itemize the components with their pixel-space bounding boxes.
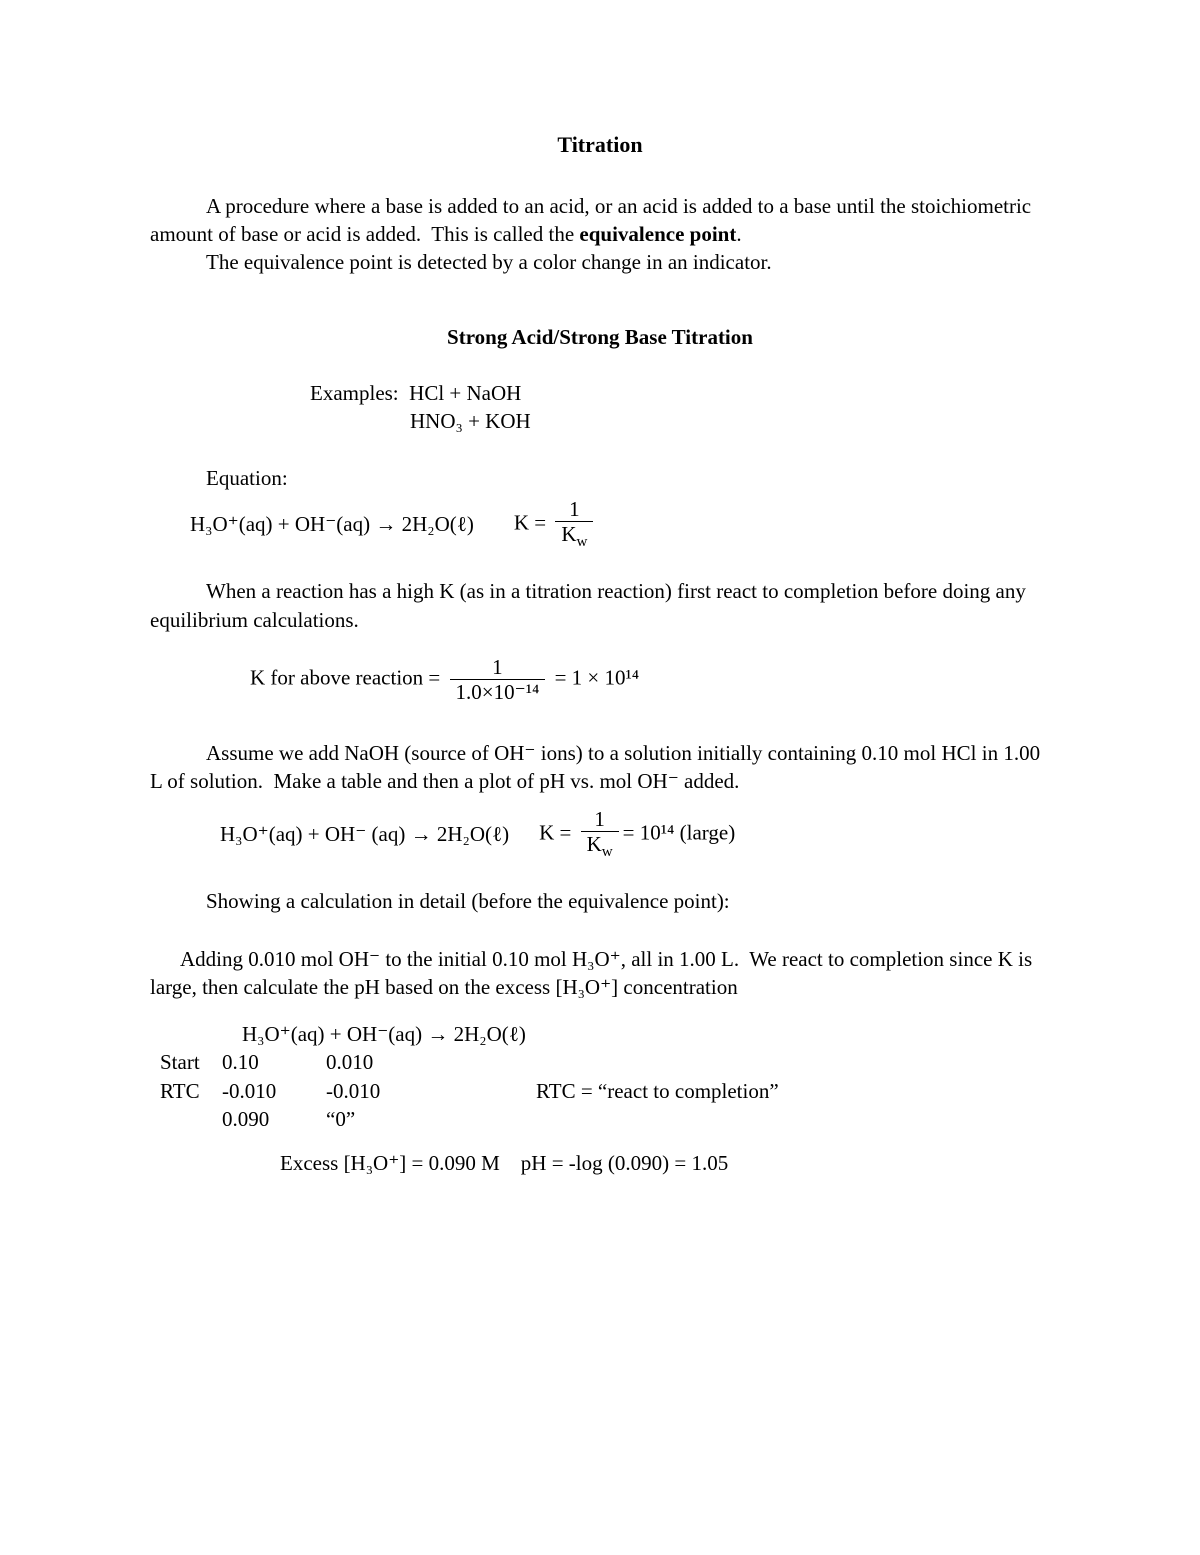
- high-k-paragraph: When a reaction has a high K (as in a ti…: [150, 577, 1050, 634]
- k-calc-line: K for above reaction = 1 1.0×10⁻¹⁴ = 1 ×…: [250, 656, 1050, 703]
- rtc-end-h3o: 0.090: [222, 1105, 326, 1133]
- frac3-den: Kw: [581, 831, 619, 861]
- rtc-change-row: RTC -0.010 -0.010 RTC = “react to comple…: [160, 1077, 1050, 1105]
- equation-1-lhs: H₃O⁺(aq) + OH⁻(aq) → 2H₂O(ℓ): [190, 510, 474, 538]
- frac2-num: 1: [486, 656, 509, 679]
- adding-text: Adding 0.010 mol OH⁻ to the initial 0.10…: [150, 947, 1032, 999]
- rtc-start-oh: 0.010: [326, 1048, 476, 1076]
- rtc-end-row: 0.090 “0”: [160, 1105, 1050, 1133]
- equivalence-point-term: equivalence point: [579, 222, 736, 246]
- intro-text-2: The equivalence point is detected by a c…: [206, 250, 772, 274]
- rtc-start-row: Start 0.10 0.010: [160, 1048, 1050, 1076]
- adding-paragraph: Adding 0.010 mol OH⁻ to the initial 0.10…: [150, 945, 1050, 1002]
- rtc-ice-table: H₃O⁺(aq) + OH⁻(aq) → 2H₂O(ℓ) Start 0.10 …: [160, 1020, 1050, 1133]
- rtc-start-label: Start: [160, 1048, 222, 1076]
- fraction-2: 1 1.0×10⁻¹⁴: [450, 656, 546, 703]
- frac1-den: Kw: [555, 521, 593, 551]
- rtc-rtc-h3o: -0.010: [222, 1077, 326, 1105]
- example-2: HNO₃ + KOH: [410, 409, 531, 433]
- eqn2-k-tail: = 10¹⁴ (large): [623, 820, 736, 844]
- frac3-den-w: w: [602, 844, 613, 860]
- frac2-den: 1.0×10⁻¹⁴: [450, 679, 546, 703]
- intro-text-1b: .: [736, 222, 741, 246]
- fraction-3: 1 Kw: [581, 808, 619, 861]
- k-calc-a: K for above reaction =: [250, 665, 446, 689]
- rtc-rtc-oh: -0.010: [326, 1077, 476, 1105]
- example-1: HCl + NaOH: [409, 381, 521, 405]
- frac3-num: 1: [588, 808, 611, 831]
- equation-2-k: K = 1 Kw = 10¹⁴ (large): [539, 808, 735, 861]
- assume-text: Assume we add NaOH (source of OH⁻ ions) …: [150, 741, 1040, 793]
- k-equals: K =: [514, 510, 552, 534]
- examples-label: Examples:: [310, 381, 409, 405]
- document-page: Titration A procedure where a base is ad…: [0, 0, 1200, 1555]
- frac1-num: 1: [563, 498, 586, 521]
- equation-row-2: H₃O⁺(aq) + OH⁻ (aq) → 2H₂O(ℓ) K = 1 Kw =…: [220, 808, 1050, 861]
- equation-label: Equation:: [206, 464, 1050, 492]
- intro-paragraph-1: A procedure where a base is added to an …: [150, 192, 1050, 277]
- rtc-end-oh: “0”: [326, 1105, 476, 1133]
- equation-2-lhs: H₃O⁺(aq) + OH⁻ (aq) → 2H₂O(ℓ): [220, 820, 509, 848]
- rtc-note: RTC = “react to completion”: [536, 1077, 779, 1105]
- frac1-den-w: w: [577, 534, 588, 550]
- show-calc-line: Showing a calculation in detail (before …: [150, 887, 1050, 915]
- high-k-text: When a reaction has a high K (as in a ti…: [150, 579, 1026, 631]
- rtc-header-eqn: H₃O⁺(aq) + OH⁻(aq) → 2H₂O(ℓ): [242, 1020, 526, 1048]
- section-title-strong: Strong Acid/Strong Base Titration: [150, 323, 1050, 351]
- examples-block: Examples: HCl + NaOH HNO₃ + KOH: [310, 379, 1050, 436]
- excess-result-line: Excess [H₃O⁺] = 0.090 M pH = -log (0.090…: [280, 1149, 1050, 1177]
- page-title: Titration: [150, 130, 1050, 160]
- equation-row-1: H₃O⁺(aq) + OH⁻(aq) → 2H₂O(ℓ) K = 1 Kw: [190, 498, 1050, 551]
- rtc-rtc-label: RTC: [160, 1077, 222, 1105]
- k-calc-b: = 1 × 10¹⁴: [549, 665, 639, 689]
- fraction-1: 1 Kw: [555, 498, 593, 551]
- rtc-start-h3o: 0.10: [222, 1048, 326, 1076]
- k-equals-2: K =: [539, 820, 577, 844]
- frac3-den-k: K: [587, 832, 602, 856]
- equation-1-k: K = 1 Kw: [514, 498, 598, 551]
- frac1-den-k: K: [561, 522, 576, 546]
- rtc-header-row: H₃O⁺(aq) + OH⁻(aq) → 2H₂O(ℓ): [160, 1020, 1050, 1048]
- assume-paragraph: Assume we add NaOH (source of OH⁻ ions) …: [150, 739, 1050, 796]
